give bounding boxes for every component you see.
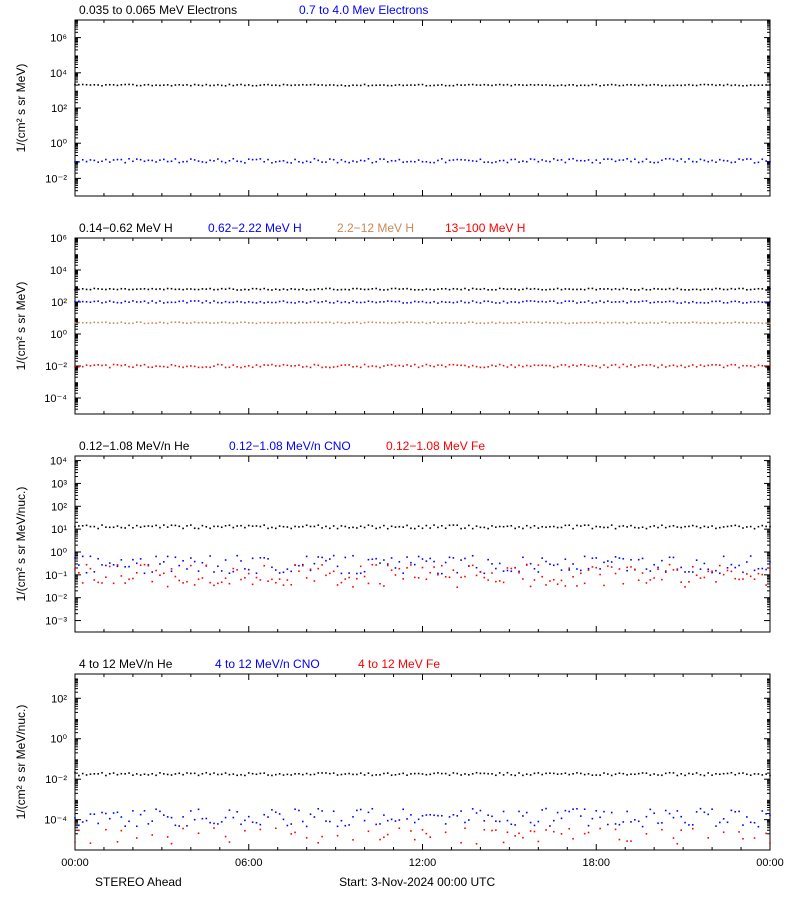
- ytick-label: 10⁰: [50, 547, 67, 559]
- plot-frame: [75, 674, 770, 850]
- panel-ions-high: 10⁻⁴ 10⁻² 10⁰ 10² 00:00 06:00 12:00 18:00 00:00 1…: [14, 657, 784, 869]
- legend-item: 0.12−1.08 MeV Fe: [386, 439, 485, 453]
- plot-frame: [75, 20, 770, 196]
- ytick-label: 10⁰: [50, 329, 67, 341]
- series-he-low: [74, 524, 771, 529]
- series-h-0.14-0.62: [74, 288, 771, 291]
- ytick-label: 10⁻⁴: [44, 393, 67, 405]
- panel-electrons: 10⁻² 10⁰ 10² 10⁴ 10⁶ 1/(cm² s sr MeV) 0.035 to…: [14, 3, 771, 196]
- series-elec-0.7-4.0: [74, 158, 771, 164]
- plot-frame: [75, 238, 770, 414]
- legend-item: 4 to 12 MeV/n He: [79, 657, 173, 671]
- series-elec-0.035-0.065: [74, 84, 771, 87]
- ytick-label: 10²: [51, 297, 67, 309]
- ylabel: 1/(cm² s sr MeV/nuc.): [14, 487, 28, 602]
- ytick-label: 10⁰: [50, 138, 67, 150]
- ytick-label: 10⁻¹: [45, 570, 67, 582]
- plot-frame: [75, 456, 770, 632]
- ytick-label: 10⁶: [50, 233, 67, 245]
- panel-hydrogen: 10⁻⁴ 10⁻² 10⁰ 10² 10⁴ 10⁶ 1/(cm² s sr MeV) 0.14…: [14, 221, 771, 414]
- legend-item: 0.7 to 4.0 Mev Electrons: [299, 3, 428, 17]
- ytick-label: 10³: [51, 478, 67, 490]
- xtick-label: 00:00: [756, 857, 784, 869]
- ytick-label: 10⁴: [50, 456, 67, 468]
- ylabel: 1/(cm² s sr MeV): [14, 64, 28, 153]
- ytick-label: 10⁻²: [45, 173, 67, 185]
- legend-item: 0.035 to 0.065 MeV Electrons: [79, 3, 237, 17]
- xtick-label: 18:00: [582, 857, 610, 869]
- legend-item: 0.62−2.22 MeV H: [208, 221, 302, 235]
- ytick-label: 10⁻²: [45, 774, 67, 786]
- legend-item: 0.12−1.08 MeV/n CNO: [229, 439, 351, 453]
- ytick-label: 10²: [51, 693, 67, 705]
- series-h-0.62-2.22: [74, 300, 771, 304]
- footer-right: Start: 3-Nov-2024 00:00 UTC: [339, 875, 495, 889]
- ytick-label: 10⁻²: [45, 361, 67, 373]
- legend-item: 4 to 12 MeV Fe: [358, 657, 440, 671]
- ytick-label: 10⁶: [50, 33, 67, 45]
- ytick-label: 10⁻²: [45, 593, 67, 605]
- ylabel: 1/(cm² s sr MeV/nuc.): [14, 705, 28, 820]
- footer-left: STEREO Ahead: [95, 875, 182, 889]
- series-cno-high: [74, 808, 771, 828]
- ytick-label: 10⁴: [50, 265, 67, 277]
- xtick-label: 00:00: [61, 857, 89, 869]
- legend-item: 0.14−0.62 MeV H: [79, 221, 173, 235]
- series-fe-high: [74, 827, 771, 844]
- ytick-label: 10⁻⁴: [44, 815, 67, 827]
- plot-stack: 10⁻² 10⁰ 10² 10⁴ 10⁶ 1/(cm² s sr MeV) 0.035 to…: [0, 0, 800, 900]
- xtick-label: 12:00: [409, 857, 437, 869]
- series-he-high: [74, 772, 771, 776]
- series-fe-low: [74, 564, 771, 588]
- ytick-label: 10²: [51, 103, 67, 115]
- legend-item: 13−100 MeV H: [445, 221, 525, 235]
- legend-item: 0.12−1.08 MeV/n He: [79, 439, 190, 453]
- ytick-label: 10⁻³: [45, 616, 67, 628]
- panel-ions-low: 10⁻³ 10⁻² 10⁻¹ 10⁰ 10¹ 10² 10³ 10⁴ 1/(cm² s sr M…: [14, 439, 771, 632]
- ytick-label: 10⁴: [50, 68, 67, 80]
- plot-svg: 10⁻² 10⁰ 10² 10⁴ 10⁶ 1/(cm² s sr MeV) 0.035 to…: [0, 0, 800, 900]
- ytick-label: 10¹: [51, 524, 67, 536]
- ytick-label: 10⁰: [50, 734, 67, 746]
- series-h-13-100: [74, 364, 771, 369]
- legend-item: 4 to 12 MeV/n CNO: [215, 657, 320, 671]
- series-h-2.2-12: [74, 321, 771, 324]
- legend-item: 2.2−12 MeV H: [337, 221, 414, 235]
- ylabel: 1/(cm² s sr MeV): [14, 282, 28, 371]
- ytick-label: 10²: [51, 501, 67, 513]
- xtick-label: 06:00: [235, 857, 263, 869]
